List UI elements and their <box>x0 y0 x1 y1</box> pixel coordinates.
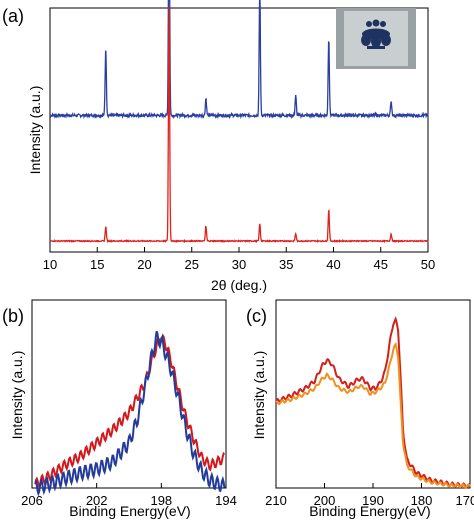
panel-b-ylabel: Intensity (a.u.) <box>9 351 25 440</box>
x-tick-label: 50 <box>421 257 435 272</box>
panel-a: (a) 10 15 20 25 30 35 40 45 50 2θ (deg.) Intensi… <box>2 0 435 293</box>
x-tick-label: 198 <box>150 493 172 508</box>
x-tick-label: 180 <box>411 493 433 508</box>
x-tick-label: 206 <box>21 493 43 508</box>
x-tick-label: 35 <box>279 257 293 272</box>
xrd-reference-line <box>49 6 429 244</box>
panel-b-label: (b) <box>2 306 24 326</box>
panel-b-x-ticks: 206 202 198 194 <box>21 483 237 508</box>
panel-a-series <box>49 0 429 244</box>
xps-line-b-1 <box>34 330 226 497</box>
x-tick-label: 25 <box>185 257 199 272</box>
x-tick-label: 202 <box>86 493 108 508</box>
x-tick-label: 45 <box>374 257 388 272</box>
emblem-icon <box>361 19 391 49</box>
x-tick-label: 40 <box>326 257 340 272</box>
panel-c-ylabel: Intensity (a.u.) <box>251 351 267 440</box>
panel-c-x-ticks: 210 200 190 180 1700 <box>265 483 474 508</box>
x-tick-label: 10 <box>43 257 57 272</box>
x-tick-label: 190 <box>362 493 384 508</box>
panel-b-series <box>34 330 226 497</box>
panel-c: (c) 2102001901801700 Binding Energy(eV) … <box>246 299 474 519</box>
x-tick-label: 30 <box>232 257 246 272</box>
panel-b-xlabel: Binding Energy(eV) <box>69 503 190 519</box>
x-tick-label: 1700 <box>456 493 474 508</box>
x-tick-label: 210 <box>265 493 287 508</box>
panel-a-x-ticks: 10 15 20 25 30 35 40 45 50 <box>43 247 435 272</box>
panel-a-label: (a) <box>2 6 24 26</box>
xps-line-b-0 <box>34 333 226 489</box>
x-tick-label: 20 <box>137 257 151 272</box>
inset-photo <box>336 8 416 69</box>
x-tick-label: 15 <box>90 257 104 272</box>
xps-line-c-1 <box>275 341 471 489</box>
panel-c-label: (c) <box>246 306 267 326</box>
x-tick-label: 194 <box>215 493 237 508</box>
panel-b-frame <box>31 299 227 489</box>
panel-c-series <box>275 316 471 489</box>
xrd-sample-line <box>49 0 429 120</box>
xps-line-c-0 <box>275 316 471 489</box>
panel-c-xlabel: Binding Energy(eV) <box>309 503 430 519</box>
panel-b: (b) 206 202 198 194 Binding Energy(eV) Inte… <box>2 299 237 519</box>
panel-a-ylabel: Intensity (a.u.) <box>27 86 43 175</box>
panel-c-frame <box>275 299 471 489</box>
panel-a-xlabel: 2θ (deg.) <box>211 277 267 293</box>
x-tick-label: 200 <box>314 493 336 508</box>
